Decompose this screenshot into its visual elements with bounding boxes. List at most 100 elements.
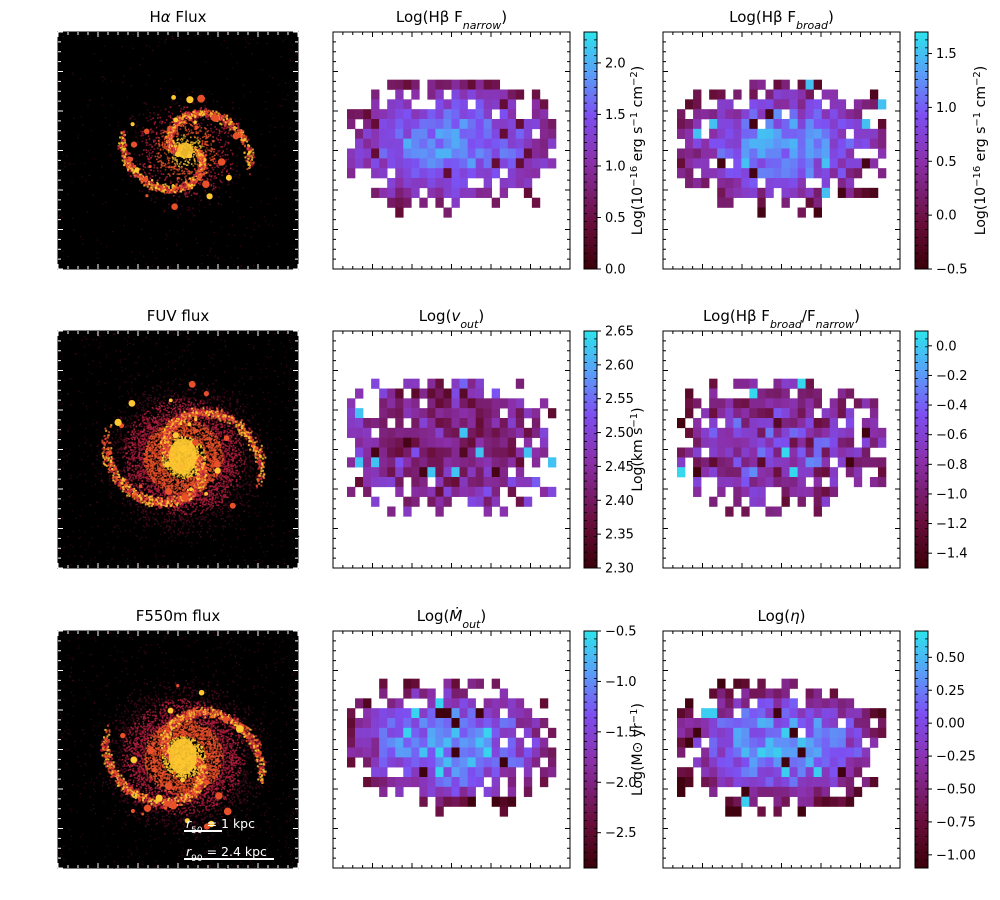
heatmap-cell [379, 187, 388, 198]
heatmap-cell [379, 467, 388, 478]
heatmap-cell [677, 109, 686, 120]
heatmap-cell [347, 727, 356, 738]
heatmap-cell [853, 119, 863, 130]
heatmap-cell [395, 119, 404, 130]
heatmap-cell [797, 796, 806, 807]
heatmap-cell [483, 767, 492, 778]
heatmap-cell [491, 197, 501, 208]
heatmap-cell [427, 89, 436, 100]
heatmap-cell [781, 148, 790, 159]
heatmap-cell [717, 737, 726, 748]
heatmap-cell [403, 128, 412, 139]
heatmap-cell [491, 168, 501, 179]
heatmap-cell [347, 757, 356, 768]
heatmap-cell [387, 727, 396, 738]
colorbar-tick-label: −2.5 [605, 826, 637, 841]
heatmap-cell [797, 128, 806, 139]
heatmap-cell [419, 128, 428, 139]
heatmap-hb-narrow [332, 31, 571, 270]
heatmap-cell [427, 447, 436, 458]
heatmap-cell [837, 187, 847, 198]
heatmap-cell [717, 197, 726, 208]
heatmap-cell [741, 119, 750, 130]
heatmap-cell [443, 718, 452, 729]
heatmap-cell [725, 119, 734, 130]
heatmap-cell [355, 727, 364, 738]
heatmap-cell [677, 737, 686, 748]
heatmap-cell [467, 467, 476, 478]
heatmap-cell [717, 158, 726, 169]
heatmap-cell [451, 99, 460, 110]
heatmap-cell [539, 138, 549, 149]
heatmap-cell [733, 168, 742, 179]
heatmap-cell [709, 418, 718, 429]
heatmap-cell [829, 727, 839, 738]
heatmap-cell [709, 737, 718, 748]
heatmap-cell [677, 168, 686, 179]
heatmap-cell [491, 777, 501, 788]
heatmap-cell [411, 757, 420, 768]
heatmap-cell [403, 757, 412, 768]
heatmap-cell [499, 467, 509, 478]
heatmap-cell [523, 718, 533, 729]
heatmap-cell [749, 747, 758, 758]
heatmap-cell [741, 457, 750, 468]
heatmap-cell [821, 496, 831, 507]
galaxy-core [177, 142, 194, 159]
heatmap-cell [363, 727, 372, 738]
heatmap-cell [869, 708, 879, 719]
heatmap-cell [725, 777, 734, 788]
heatmap-cell [491, 496, 501, 507]
heatmap-cell [371, 496, 380, 507]
heatmap-cell [523, 168, 533, 179]
heatmap-cell [709, 128, 718, 139]
colorbar-tick-label: 2.35 [605, 528, 634, 543]
heatmap-cell [797, 138, 806, 149]
heatmap-cell [765, 168, 774, 179]
heatmap-cell [877, 168, 887, 179]
heatmap-cell [853, 757, 863, 768]
heatmap-cell [547, 128, 557, 139]
colorbar-tick-label: −0.75 [936, 815, 976, 830]
heatmap-cell [387, 477, 396, 488]
heatmap-cell [733, 477, 742, 488]
heatmap-cell [693, 727, 702, 738]
heatmap-cell [371, 447, 380, 458]
heatmap-cell [749, 727, 758, 738]
heatmap-cell [757, 418, 766, 429]
heatmap-cell [411, 418, 420, 429]
heatmap-cell [427, 688, 436, 699]
colorbar-tick-label: 2.55 [605, 392, 634, 407]
heatmap-cell [733, 678, 742, 689]
heatmap-cell [741, 777, 750, 788]
broad-narrow-ratio-title: Log(Hβ Fbroad/Fnarrow) [703, 307, 860, 331]
heatmap-cell [427, 148, 436, 159]
heatmap-cell [685, 138, 694, 149]
heatmap-cell [773, 688, 782, 699]
heatmap-cell [395, 737, 404, 748]
colorbar-tick-label: 0.0 [936, 339, 957, 354]
heatmap-cell [861, 447, 871, 458]
heatmap-cell [797, 747, 806, 758]
heatmap-cell [411, 688, 420, 699]
heatmap-cell [531, 158, 541, 169]
heatmap-cell [773, 148, 782, 159]
heatmap-cell [443, 427, 452, 438]
heatmap-cell [379, 148, 388, 159]
heatmap-cell [821, 796, 831, 807]
heatmap-cell [789, 737, 798, 748]
heatmap-cell [797, 99, 806, 110]
heatmap-cell [395, 777, 404, 788]
heatmap-cell [701, 718, 710, 729]
heatmap-cell [451, 158, 460, 169]
heatmap-cell [347, 486, 356, 497]
heatmap-cell [419, 437, 428, 448]
heatmap-cell [845, 767, 855, 778]
heatmap-cell [733, 467, 742, 478]
heatmap-cell [411, 89, 420, 100]
heatmap-cell [523, 786, 533, 797]
heatmap-cell [781, 79, 790, 90]
heatmap-cell [491, 678, 501, 689]
heatmap-cell [701, 178, 710, 189]
heatmap-cell [837, 708, 847, 719]
